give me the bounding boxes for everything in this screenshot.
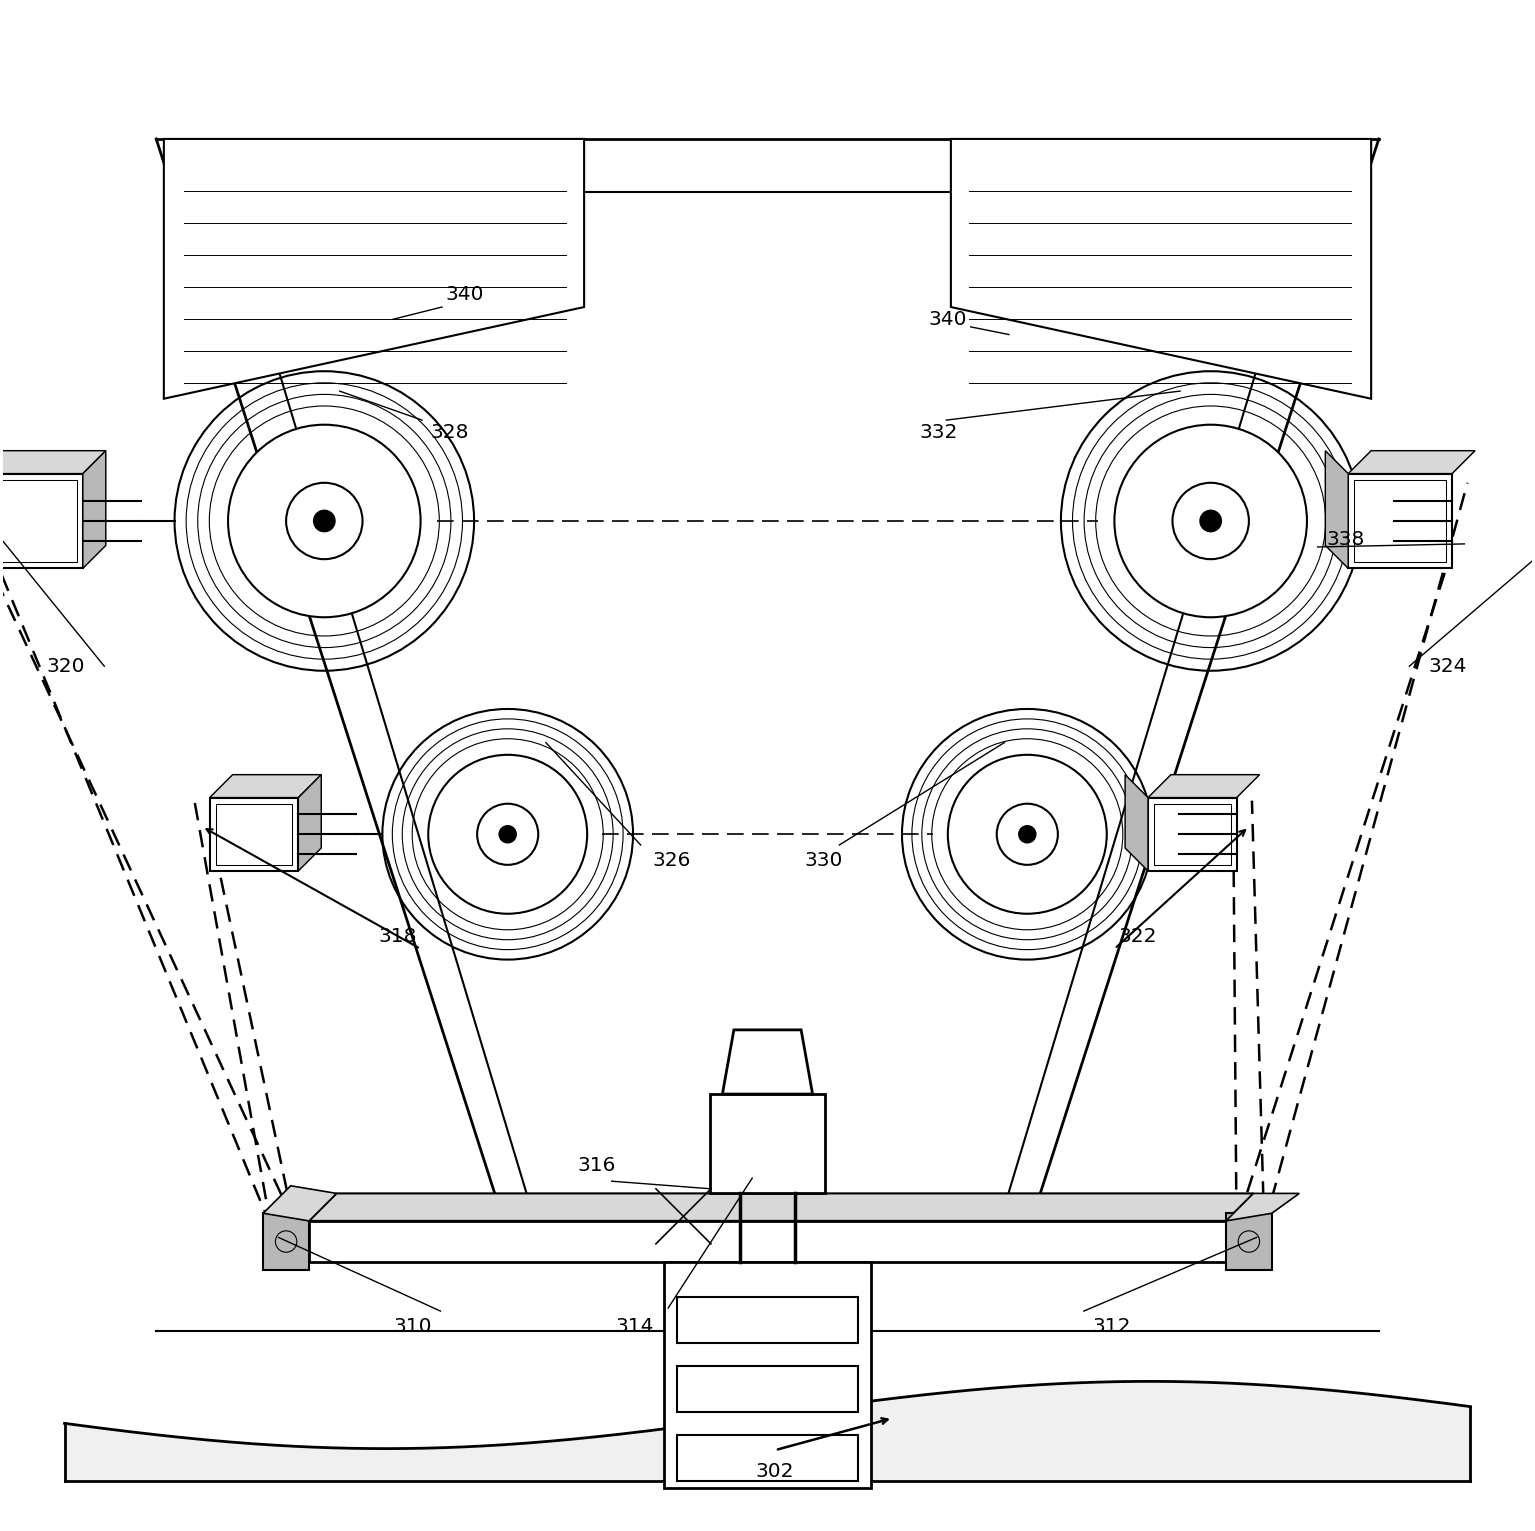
Text: 328: 328 xyxy=(430,423,468,442)
Text: 312: 312 xyxy=(1091,1317,1131,1337)
Text: 320: 320 xyxy=(46,657,84,675)
Circle shape xyxy=(428,755,588,914)
Text: 332: 332 xyxy=(919,423,958,442)
Text: 322: 322 xyxy=(1117,928,1156,946)
Bar xyxy=(1148,798,1237,871)
Text: 314: 314 xyxy=(616,1317,654,1337)
Circle shape xyxy=(1019,825,1036,844)
Polygon shape xyxy=(950,139,1371,398)
Polygon shape xyxy=(0,450,106,473)
Polygon shape xyxy=(298,775,321,871)
Polygon shape xyxy=(1226,1193,1299,1220)
Circle shape xyxy=(1114,424,1306,617)
Circle shape xyxy=(996,804,1058,865)
Polygon shape xyxy=(210,775,321,798)
Bar xyxy=(1354,479,1446,562)
Circle shape xyxy=(275,1231,296,1252)
Bar xyxy=(0,479,77,562)
Text: 330: 330 xyxy=(804,851,843,870)
Text: 318: 318 xyxy=(379,928,418,946)
Polygon shape xyxy=(309,1193,1254,1220)
Bar xyxy=(665,1262,870,1488)
Text: 302: 302 xyxy=(755,1462,795,1480)
Polygon shape xyxy=(164,139,585,398)
Polygon shape xyxy=(64,1381,1471,1480)
Polygon shape xyxy=(723,1030,812,1095)
Polygon shape xyxy=(1348,450,1475,473)
Polygon shape xyxy=(262,1187,336,1220)
Circle shape xyxy=(477,804,539,865)
Circle shape xyxy=(1200,510,1222,531)
Polygon shape xyxy=(1148,775,1260,798)
Circle shape xyxy=(1173,482,1249,559)
Text: 310: 310 xyxy=(393,1317,433,1337)
Circle shape xyxy=(313,510,335,531)
Bar xyxy=(1154,804,1231,865)
Bar xyxy=(1348,473,1452,568)
Polygon shape xyxy=(1125,775,1148,871)
Circle shape xyxy=(499,825,516,844)
Polygon shape xyxy=(1325,450,1348,568)
Bar xyxy=(210,798,298,871)
Text: 316: 316 xyxy=(577,1156,616,1176)
Circle shape xyxy=(1239,1231,1260,1252)
Text: 340: 340 xyxy=(445,285,484,305)
Text: 326: 326 xyxy=(652,851,691,870)
Bar xyxy=(1226,1213,1273,1269)
Bar xyxy=(711,1095,824,1193)
Text: 324: 324 xyxy=(1429,657,1467,675)
Text: 338: 338 xyxy=(1326,530,1365,548)
Bar xyxy=(677,1435,858,1480)
Text: 340: 340 xyxy=(929,309,967,329)
Circle shape xyxy=(947,755,1107,914)
Bar xyxy=(677,1297,858,1343)
Bar xyxy=(677,1366,858,1412)
Bar xyxy=(0,473,83,568)
Circle shape xyxy=(286,482,362,559)
Bar xyxy=(262,1213,309,1269)
Circle shape xyxy=(229,424,421,617)
Polygon shape xyxy=(83,450,106,568)
Bar xyxy=(309,1220,1226,1262)
Bar xyxy=(216,804,292,865)
